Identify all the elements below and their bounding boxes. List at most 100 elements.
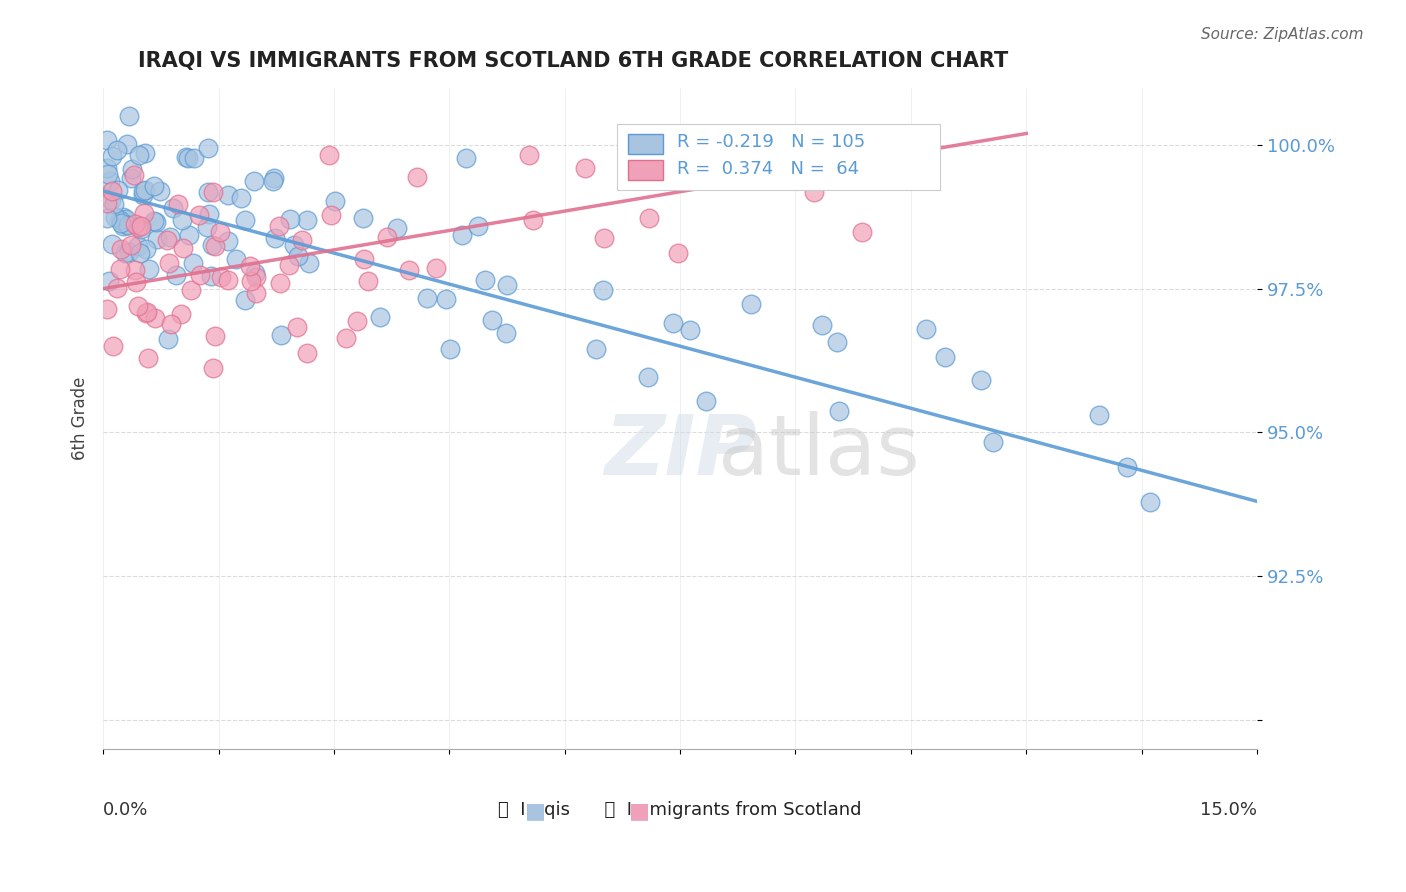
Point xyxy=(695,393,717,408)
Point xyxy=(198,207,221,221)
Point xyxy=(263,171,285,186)
Point xyxy=(115,212,138,227)
Point xyxy=(352,211,374,226)
Point xyxy=(127,219,149,234)
Point xyxy=(110,216,132,230)
Point xyxy=(98,174,121,188)
Point xyxy=(110,262,132,277)
Point xyxy=(149,184,172,198)
Point xyxy=(202,361,225,376)
Point xyxy=(115,218,138,232)
Text: Source: ZipAtlas.com: Source: ZipAtlas.com xyxy=(1201,27,1364,42)
Point xyxy=(204,239,226,253)
Point xyxy=(283,238,305,252)
Point xyxy=(115,136,138,151)
Y-axis label: 6th Grade: 6th Grade xyxy=(72,376,89,459)
Point xyxy=(100,193,122,207)
Point xyxy=(134,146,156,161)
Point xyxy=(585,342,607,356)
Point xyxy=(96,196,118,211)
Point xyxy=(239,275,262,289)
Point xyxy=(243,266,266,280)
Point xyxy=(114,246,136,260)
Point xyxy=(637,211,659,225)
Text: 15.0%: 15.0% xyxy=(1201,801,1257,820)
Point xyxy=(145,215,167,229)
Point xyxy=(346,314,368,328)
Point xyxy=(323,194,346,209)
Point xyxy=(156,233,179,247)
Point xyxy=(146,232,169,246)
Text: IRAQI VS IMMIGRANTS FROM SCOTLAND 6TH GRADE CORRELATION CHART: IRAQI VS IMMIGRANTS FROM SCOTLAND 6TH GR… xyxy=(138,51,1008,70)
Point xyxy=(132,188,155,202)
FancyBboxPatch shape xyxy=(617,124,939,190)
Text: R =  0.374   N =  64: R = 0.374 N = 64 xyxy=(676,160,859,178)
Point xyxy=(96,301,118,316)
FancyBboxPatch shape xyxy=(628,134,662,153)
Point xyxy=(454,151,477,165)
Point xyxy=(209,225,232,239)
Text: ⬜  Iraqis      ⬜  Immigrants from Scotland: ⬜ Iraqis ⬜ Immigrants from Scotland xyxy=(498,801,862,820)
Point xyxy=(101,184,124,198)
Point xyxy=(267,219,290,233)
Point xyxy=(107,183,129,197)
Point xyxy=(138,261,160,276)
Point xyxy=(335,331,357,345)
Point xyxy=(517,148,540,162)
Point xyxy=(143,311,166,326)
Point xyxy=(225,252,247,266)
Point xyxy=(970,373,993,387)
Point xyxy=(481,313,503,327)
Point xyxy=(177,228,200,243)
Point xyxy=(201,238,224,252)
Point xyxy=(679,323,702,337)
Point xyxy=(495,326,517,341)
Point xyxy=(217,188,239,202)
Point xyxy=(120,170,142,185)
Text: atlas: atlas xyxy=(717,410,920,491)
Point xyxy=(134,206,156,220)
Point xyxy=(195,219,218,234)
Point xyxy=(128,245,150,260)
Point xyxy=(1139,495,1161,509)
Point xyxy=(170,307,193,321)
Point xyxy=(434,293,457,307)
Point xyxy=(202,185,225,199)
Point xyxy=(135,242,157,256)
Point xyxy=(187,208,209,222)
Point xyxy=(143,214,166,228)
Point xyxy=(278,211,301,226)
Point xyxy=(136,351,159,365)
Point xyxy=(157,255,180,269)
Point xyxy=(406,170,429,185)
Point xyxy=(287,249,309,263)
Point xyxy=(803,186,825,200)
Point xyxy=(827,335,849,350)
Point xyxy=(183,151,205,165)
Point xyxy=(425,260,447,275)
Point xyxy=(270,328,292,343)
Point xyxy=(934,351,956,365)
Point xyxy=(127,299,149,313)
Point xyxy=(166,268,188,282)
Point xyxy=(129,222,152,236)
Point xyxy=(593,230,616,244)
Point xyxy=(157,332,180,346)
Point xyxy=(124,217,146,231)
Point xyxy=(118,109,141,123)
Point xyxy=(197,185,219,199)
Point xyxy=(135,306,157,320)
Point xyxy=(496,278,519,293)
Point xyxy=(101,237,124,252)
Point xyxy=(162,202,184,216)
Point xyxy=(262,174,284,188)
Point xyxy=(451,227,474,242)
Point xyxy=(122,169,145,183)
Text: R = -0.219   N = 105: R = -0.219 N = 105 xyxy=(676,134,865,152)
Point xyxy=(522,213,544,227)
Point xyxy=(233,293,256,308)
Point xyxy=(851,225,873,239)
Point xyxy=(239,260,262,274)
Point xyxy=(295,212,318,227)
Point xyxy=(111,210,134,224)
